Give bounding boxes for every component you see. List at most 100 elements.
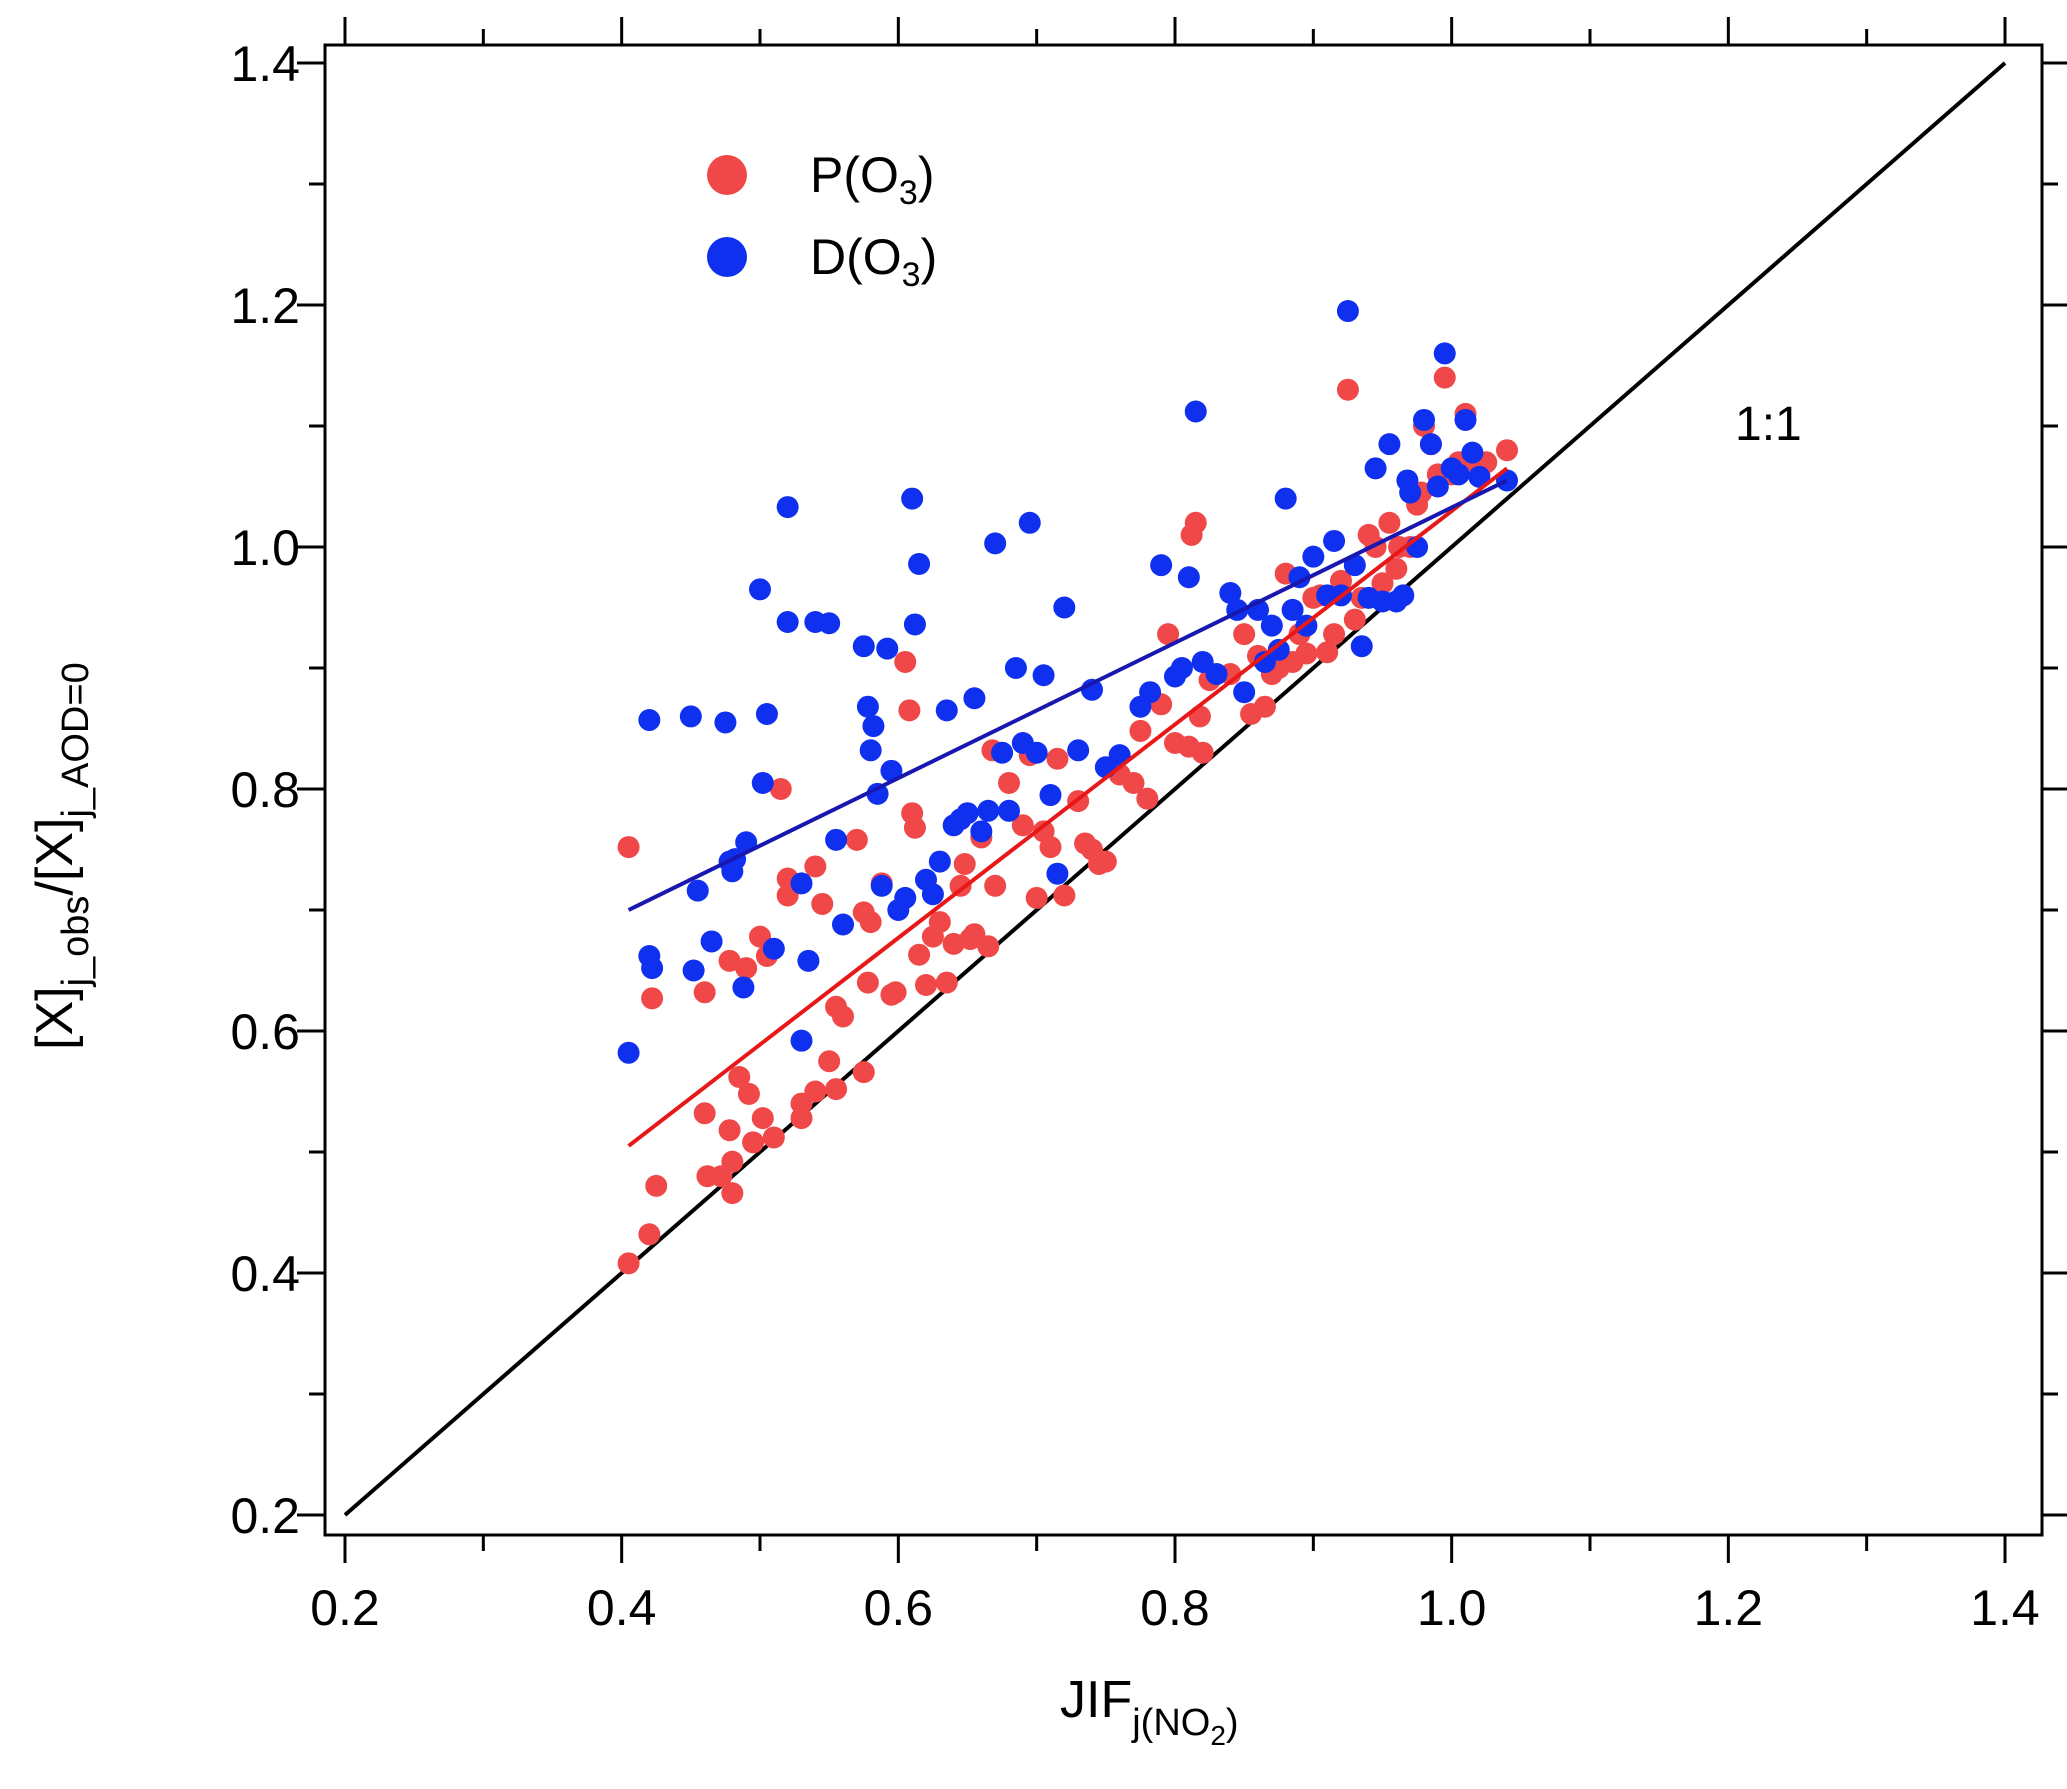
data-point: [903, 816, 926, 839]
data-point: [1371, 572, 1394, 595]
data-point: [1039, 836, 1062, 859]
data-point: [679, 705, 702, 728]
data-point: [1039, 784, 1062, 807]
data-point: [693, 981, 716, 1004]
data-point: [1032, 664, 1055, 687]
data-point: [735, 957, 758, 980]
data-point: [1253, 695, 1276, 718]
data-point: [915, 974, 937, 997]
data-point: [1170, 657, 1193, 679]
data-point: [1350, 635, 1373, 658]
legend-label-p-o3: P(O3): [810, 147, 934, 212]
data-point: [686, 879, 709, 902]
data-point: [852, 1061, 875, 1084]
data-point: [718, 949, 741, 972]
legend-swatch-p-o3: [707, 155, 747, 195]
data-point: [825, 828, 848, 851]
data-point: [728, 1065, 751, 1088]
identity-line: [343, 61, 2007, 1517]
data-point: [1447, 463, 1470, 486]
data-point: [894, 650, 917, 673]
data-point: [963, 687, 986, 710]
identity-annotation: 1:1: [1735, 398, 1802, 451]
data-point: [700, 930, 723, 953]
data-point: [641, 957, 664, 980]
data-point: [870, 874, 893, 897]
reference-and-fit-lines: [343, 61, 2007, 1517]
data-point: [1336, 300, 1359, 323]
axis-tick-labels: 0.2 0.4 0.6 0.8 1.0 1.2 1.4 0.2 0.4 0.6 0.8 1.0 1.2 1…: [230, 36, 2039, 1636]
data-point: [1150, 554, 1173, 577]
data-point: [921, 883, 944, 906]
data-point: [991, 741, 1014, 764]
data-point: [755, 702, 778, 725]
data-point: [1392, 584, 1415, 607]
data-point: [859, 911, 882, 934]
data-point: [641, 987, 664, 1010]
data-point: [984, 874, 1007, 897]
data-point: [894, 886, 917, 909]
data-point: [714, 711, 737, 734]
data-point: [818, 1050, 841, 1073]
data-point: [852, 635, 875, 658]
data-point: [884, 981, 907, 1004]
data-point: [797, 949, 820, 972]
data-point: [949, 874, 972, 897]
data-point: [953, 853, 976, 876]
data-point: [1053, 884, 1076, 907]
data-point: [790, 1029, 813, 1052]
data-point: [1378, 433, 1401, 456]
data-point: [1426, 475, 1449, 498]
data-point: [1129, 719, 1152, 742]
y-tick-label: 0.4: [230, 1246, 300, 1302]
y-axis-label: [X]j_obs/[X]j_AOD=0: [26, 662, 97, 1050]
data-point: [876, 637, 899, 660]
data-point: [1413, 408, 1435, 431]
x-tick-label: 0.6: [864, 1580, 934, 1636]
data-point: [769, 778, 792, 800]
legend: P(O3) D(O3): [707, 147, 937, 294]
data-point: [1219, 581, 1242, 604]
data-point: [1018, 511, 1041, 534]
data-point: [928, 850, 951, 873]
data-point: [721, 1182, 744, 1205]
fit-line-series-1: [627, 478, 1508, 912]
data-point: [1468, 465, 1491, 488]
data-point: [1454, 408, 1477, 431]
data-point: [908, 943, 931, 966]
data-point: [1274, 487, 1297, 510]
data-point: [617, 1252, 640, 1275]
data-point: [1433, 342, 1456, 365]
data-point: [645, 1174, 668, 1197]
data-point: [935, 971, 958, 994]
data-point: [818, 612, 841, 635]
x-tick-label: 1.0: [1417, 1580, 1487, 1636]
y-tick-label: 1.4: [230, 36, 300, 92]
data-point: [804, 855, 827, 878]
data-point: [718, 1119, 741, 1142]
data-point: [751, 1107, 774, 1130]
data-point: [1433, 366, 1456, 389]
y-tick-label: 0.6: [230, 1004, 300, 1060]
data-point: [901, 487, 924, 510]
data-point: [776, 611, 799, 634]
data-point: [751, 771, 774, 794]
data-point: [977, 799, 1000, 822]
data-point: [866, 782, 889, 805]
data-point: [1385, 557, 1408, 580]
data-point: [1461, 441, 1484, 464]
data-point: [1004, 657, 1027, 679]
data-points: [617, 300, 1518, 1275]
data-point: [825, 1078, 848, 1101]
plot-frame: [323, 43, 2044, 1537]
data-point: [693, 1102, 716, 1125]
x-tick-label: 0.4: [587, 1580, 657, 1636]
data-point: [1184, 511, 1207, 534]
data-point: [762, 937, 785, 960]
axis-ticks: [297, 17, 2067, 1563]
data-point: [1046, 747, 1069, 770]
data-point: [1233, 623, 1256, 646]
y-tick-label: 0.8: [230, 762, 300, 818]
data-point: [1205, 663, 1228, 686]
